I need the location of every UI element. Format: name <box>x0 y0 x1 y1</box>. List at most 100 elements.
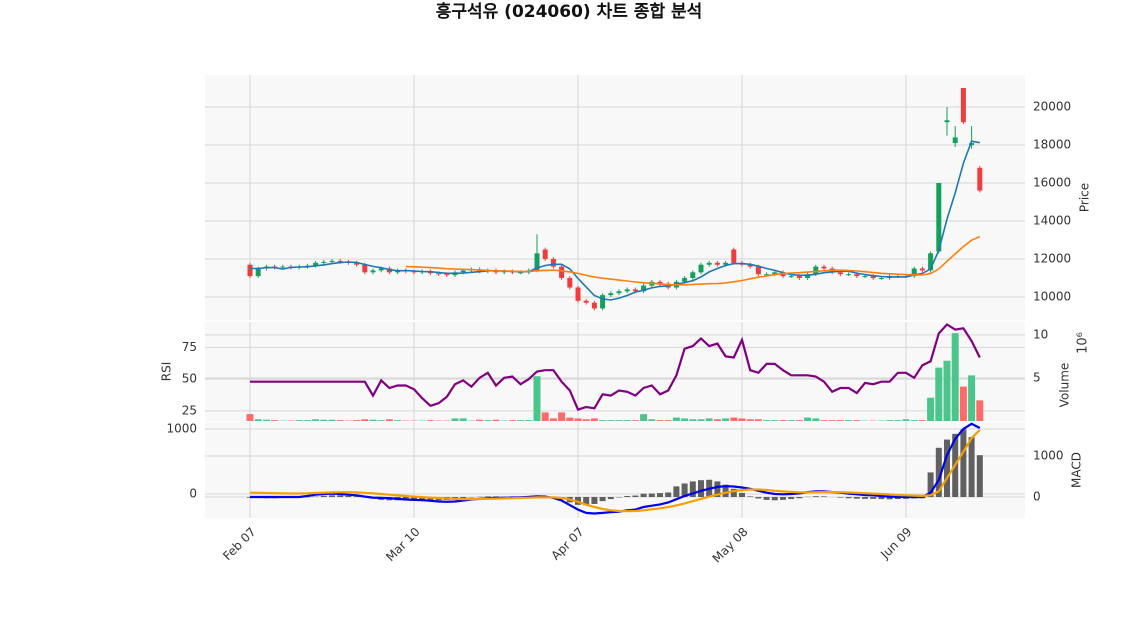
histogram-bar <box>837 497 844 498</box>
volume-bar <box>779 420 787 421</box>
candle-body <box>657 281 663 284</box>
candle-body <box>583 300 589 303</box>
x-tick-label: Feb 07 <box>220 525 258 563</box>
candle-body <box>534 253 540 271</box>
histogram-bar <box>632 495 639 498</box>
histogram-bar <box>935 447 942 498</box>
candle-body <box>928 253 934 271</box>
candle-body <box>944 120 950 123</box>
volume-bar <box>927 397 935 421</box>
histogram-bar <box>714 481 721 498</box>
volume-bar <box>820 420 828 421</box>
volume-bar <box>672 417 680 421</box>
candle-body <box>969 143 975 145</box>
volume-bar <box>722 418 730 421</box>
candle-body <box>714 262 720 265</box>
volume-bar <box>271 420 279 421</box>
volume-bar <box>533 376 541 421</box>
histogram-bar <box>599 497 606 502</box>
volume-bar <box>910 420 918 421</box>
volume-bar <box>590 418 598 421</box>
histogram-bar <box>665 492 672 498</box>
histogram-bar <box>771 497 778 501</box>
volume-bar <box>361 419 369 421</box>
y-axis-label: Price <box>1078 183 1092 212</box>
histogram-bar <box>812 496 819 498</box>
volume-bar <box>918 420 926 421</box>
chart-title: 흥구석유 (024060) 차트 종합 분석 <box>436 1 703 22</box>
candle-body <box>690 272 696 279</box>
y2-tick-label: 1000 <box>1033 448 1064 462</box>
candle-body <box>846 274 852 276</box>
volume-bar <box>730 417 738 421</box>
volume-bar <box>574 418 582 421</box>
volume-bar <box>959 386 967 421</box>
candle-body <box>370 270 376 273</box>
histogram-bar <box>607 497 614 500</box>
histogram-bar <box>886 497 893 500</box>
candle-body <box>731 249 737 263</box>
candle-body <box>247 264 253 277</box>
volume-bar <box>812 418 820 421</box>
volume-bar <box>295 420 303 421</box>
candle-body <box>960 87 966 123</box>
histogram-bar <box>747 496 754 498</box>
volume-bar <box>656 420 664 421</box>
candle-body <box>936 183 942 252</box>
histogram-bar <box>583 497 590 506</box>
volume-bar <box>549 418 557 421</box>
histogram-bar <box>730 488 737 498</box>
histogram-bar <box>739 492 745 498</box>
histogram-bar <box>927 472 934 498</box>
y2-tick-label: 0 <box>1033 490 1041 504</box>
panel-background <box>205 422 1025 518</box>
volume-bar <box>394 420 402 421</box>
histogram-bar <box>878 497 885 500</box>
histogram-bar <box>853 497 860 499</box>
y-tick-label: 75 <box>182 340 197 354</box>
volume-bar <box>484 420 492 421</box>
volume-bar <box>886 420 894 421</box>
volume-bar <box>262 419 270 421</box>
volume-bar <box>689 419 697 421</box>
line <box>250 323 981 411</box>
histogram-bar <box>484 496 491 498</box>
histogram-bar <box>755 497 762 499</box>
candle-body <box>870 276 876 279</box>
candle-body <box>788 276 794 278</box>
histogram-bar <box>624 495 631 498</box>
histogram-bar <box>821 496 827 498</box>
volume-bar <box>336 420 344 421</box>
histogram-bar <box>345 495 352 498</box>
candle-body <box>919 268 925 271</box>
histogram-bar <box>337 495 344 498</box>
y2-axis-label: MACD <box>1070 452 1084 488</box>
volume-bar <box>623 420 631 421</box>
volume-bar <box>943 360 951 421</box>
volume-bar <box>828 420 836 421</box>
y2-axis-label: Volume <box>1058 363 1072 408</box>
x-tick-label: Apr 07 <box>549 525 587 563</box>
histogram-bar <box>320 495 327 498</box>
candle-body <box>591 302 597 309</box>
volume-bar <box>566 417 574 421</box>
volume-bar <box>615 420 623 421</box>
histogram-bar <box>419 497 426 500</box>
y-tick-label: 20000 <box>1033 99 1071 113</box>
candle-body <box>764 274 770 276</box>
candle-body <box>616 291 622 294</box>
candle-body <box>772 272 778 275</box>
histogram-bar <box>894 497 901 500</box>
y-axis-label: RSI <box>160 362 174 382</box>
volume-bar <box>476 419 484 421</box>
volume-bar <box>582 419 590 421</box>
candle-body <box>911 268 917 277</box>
volume-bar <box>836 420 844 421</box>
candle-body <box>632 289 638 292</box>
volume-bar <box>312 419 320 421</box>
volume-bar <box>902 419 910 421</box>
line <box>250 422 981 515</box>
volume-bar <box>508 420 516 421</box>
